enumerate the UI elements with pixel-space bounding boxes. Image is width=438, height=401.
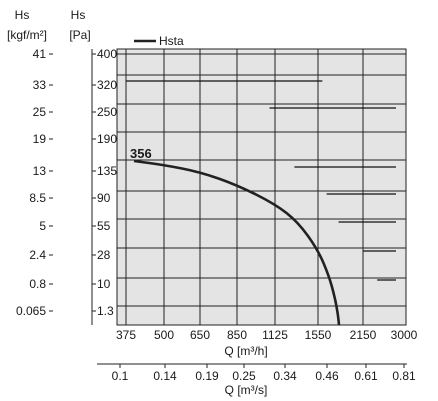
curve-annotation: 356	[130, 146, 152, 161]
m3h-tick-label: 650	[190, 328, 210, 342]
kgf-tick-label: 25	[33, 105, 47, 119]
m3h-tick-label: 375	[116, 328, 136, 342]
pa-tick-labels: 400 320 250 190 135 90 55 28 10 1.3	[92, 47, 117, 318]
pa-tick-label: 10	[97, 277, 111, 291]
reference-lines	[126, 80, 396, 281]
left-outer-axis-title: Hs	[15, 8, 30, 22]
m3h-tick-label: 1550	[305, 328, 332, 342]
m3h-tick-labels: 375 500 650 850 1125 1550 2150 3000	[116, 328, 418, 342]
m3s-tick-label: 0.19	[195, 369, 219, 383]
left-outer-axis-unit: [kgf/m²]	[7, 28, 47, 42]
kgf-tick-label: 5	[39, 219, 46, 233]
m3s-tick-label: 0.1	[112, 369, 129, 383]
kgf-tick-label: 0.8	[29, 277, 46, 291]
pa-tick-label: 320	[97, 78, 117, 92]
kgf-tick-label: 2.4	[29, 248, 46, 262]
m3s-tick-label: 0.46	[315, 369, 339, 383]
m3s-tick-label: 0.81	[392, 369, 416, 383]
x-axis-label-m3h: Q [m³/h]	[224, 344, 267, 358]
x-axis-label-m3s: Q [m³/s]	[225, 383, 268, 397]
kgf-tick-label: 8.5	[29, 191, 46, 205]
kgf-tick-label: 13	[33, 164, 47, 178]
m3h-tick-label: 2150	[350, 328, 377, 342]
m3s-tick-label: 0.14	[153, 369, 177, 383]
legend-label: Hsta	[159, 34, 184, 48]
plot-area	[117, 49, 406, 325]
m3h-tick-label: 3000	[391, 328, 418, 342]
pa-tick-label: 400	[97, 47, 117, 61]
left-inner-axis-unit: [Pa]	[69, 28, 90, 42]
m3s-tick-labels: 0.1 0.14 0.19 0.25 0.34 0.46 0.61 0.81	[112, 364, 416, 383]
grid-lines	[117, 49, 406, 326]
m3s-tick-label: 0.25	[232, 369, 256, 383]
kgf-tick-label: 0.065	[16, 304, 46, 318]
pa-tick-label: 250	[97, 105, 117, 119]
m3h-tick-label: 500	[154, 328, 174, 342]
plot-frame	[116, 48, 407, 326]
pa-tick-label: 28	[97, 248, 111, 262]
kgf-tick-labels: 41 33 25 19 13 8.5 5 2.4 0.8 0.065	[16, 47, 53, 318]
m3s-tick-label: 0.61	[354, 369, 378, 383]
pa-tick-label: 90	[97, 191, 111, 205]
m3h-tick-label: 850	[227, 328, 247, 342]
m3h-tick-label: 1125	[262, 328, 288, 342]
pa-tick-label: 1.3	[97, 304, 114, 318]
pa-tick-label: 190	[97, 132, 117, 146]
pa-tick-label: 135	[97, 164, 117, 178]
kgf-tick-label: 33	[33, 78, 47, 92]
kgf-tick-label: 19	[33, 132, 47, 146]
kgf-tick-label: 41	[33, 47, 47, 61]
pa-tick-label: 55	[97, 219, 111, 233]
hsta-curve	[133, 159, 341, 326]
m3s-tick-label: 0.34	[273, 369, 297, 383]
left-inner-axis-title: Hs	[71, 8, 86, 22]
